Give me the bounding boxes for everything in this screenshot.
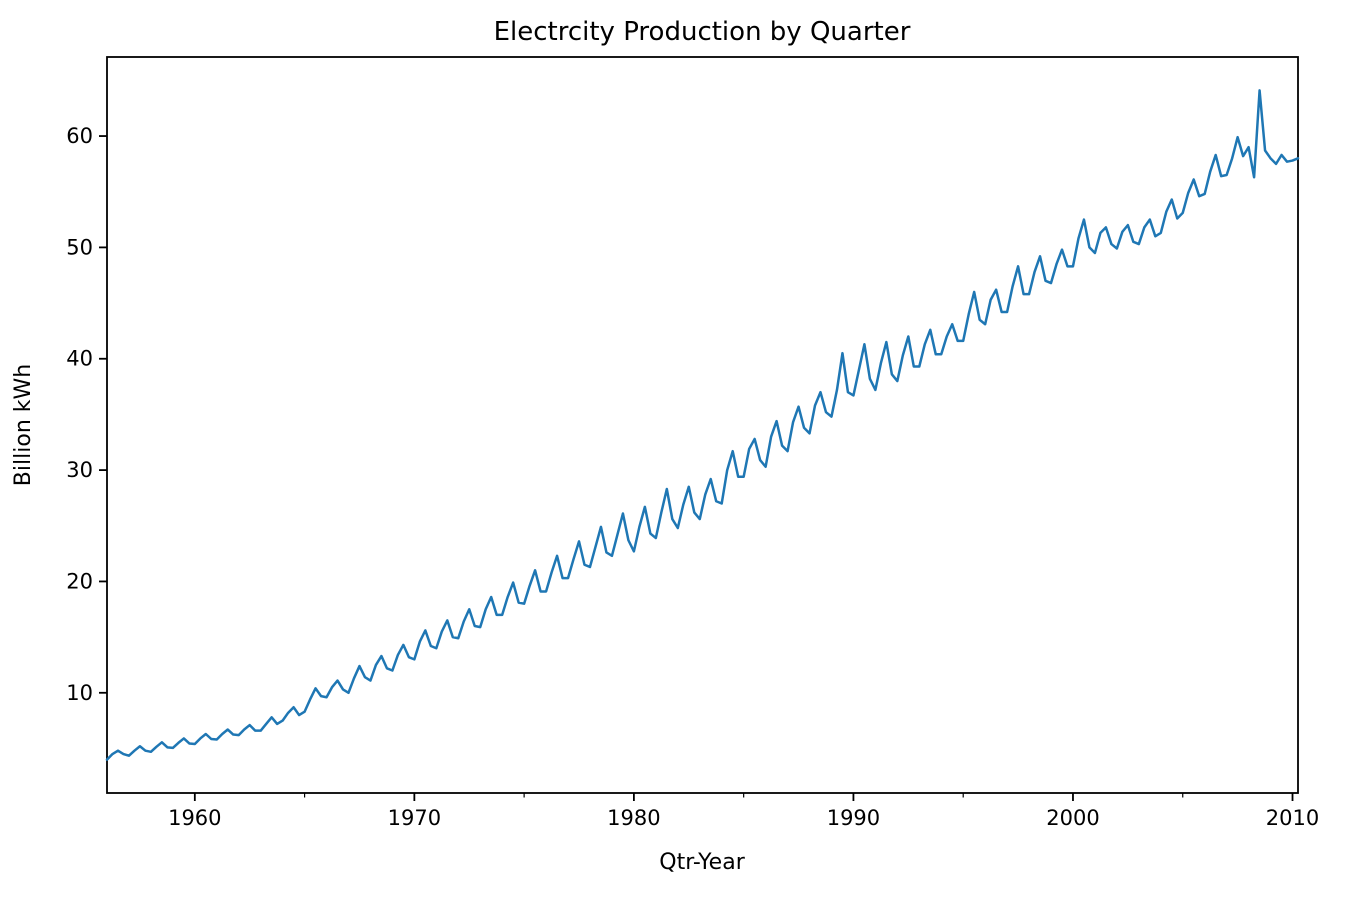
y-axis-label: Billion kWh <box>11 364 36 486</box>
y-axis-ticks: 10 20 30 40 50 60 <box>66 124 107 705</box>
data-series <box>105 89 1300 761</box>
x-tick-label: 1970 <box>388 806 441 830</box>
x-tick-label: 1960 <box>168 806 221 830</box>
x-axis-ticks: 1960 1970 1980 1990 2000 2010 <box>168 793 1319 830</box>
plot-area-border <box>106 56 1299 794</box>
y-tick-label: 40 <box>66 347 93 371</box>
y-tick-label: 10 <box>66 681 93 705</box>
x-axis-label: Qtr-Year <box>659 850 745 875</box>
y-tick-label: 20 <box>66 569 93 593</box>
x-tick-label: 2010 <box>1266 806 1319 830</box>
x-tick-label: 2000 <box>1046 806 1099 830</box>
electricity-line <box>105 89 1300 761</box>
chart-title: Electrcity Production by Quarter <box>494 17 911 47</box>
x-tick-label: 1990 <box>827 806 880 830</box>
y-tick-label: 50 <box>66 235 93 259</box>
y-tick-label: 60 <box>66 124 93 148</box>
y-tick-label: 30 <box>66 458 93 482</box>
x-tick-label: 1980 <box>607 806 660 830</box>
